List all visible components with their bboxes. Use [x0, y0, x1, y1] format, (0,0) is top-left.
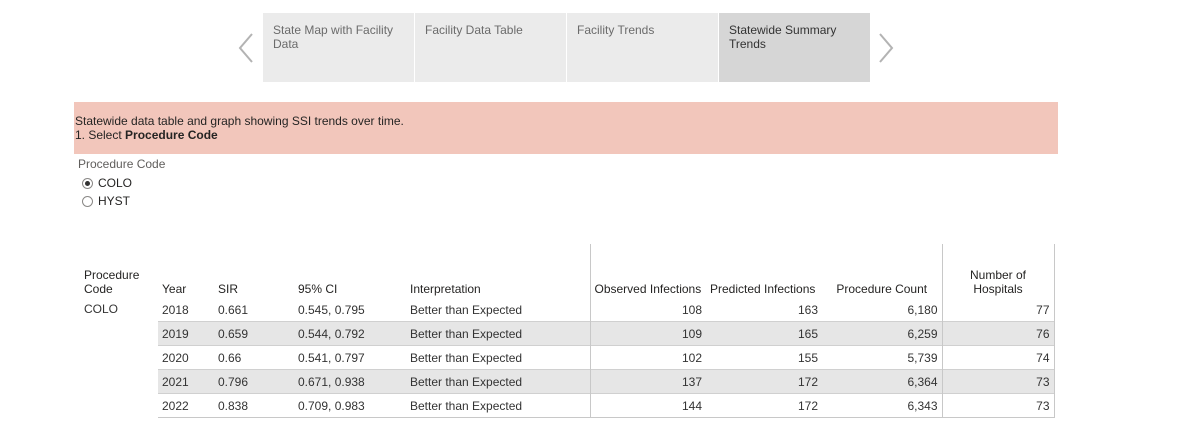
table-row: COLO 2018 0.661 0.545, 0.795 Better than… [78, 298, 1055, 322]
table-row: 2020 0.66 0.541, 0.797 Better than Expec… [78, 345, 1055, 370]
header-number-of-hospitals[interactable]: Number of Hospitals [941, 244, 1055, 298]
cell-predicted-infections: 155 [706, 345, 822, 370]
cell-observed-infections: 102 [590, 345, 706, 370]
cell-number-of-hospitals: 76 [941, 321, 1055, 346]
cell-number-of-hospitals: 74 [941, 345, 1055, 370]
cell-number-of-hospitals: 77 [941, 298, 1055, 322]
cell-number-of-hospitals: 73 [941, 369, 1055, 394]
cell-interpretation: Better than Expected [406, 345, 591, 370]
header-interpretation[interactable]: Interpretation [406, 244, 591, 298]
cell-interpretation: Better than Expected [406, 321, 591, 346]
cell-predicted-infections: 165 [706, 321, 822, 346]
cell-observed-infections: 109 [590, 321, 706, 346]
radio-option-hyst[interactable]: HYST [82, 193, 130, 209]
chevron-right-icon [879, 33, 894, 63]
radio-option-colo[interactable]: COLO [82, 175, 132, 191]
tab-label: Statewide Summary Trends [729, 23, 837, 51]
cell-sir: 0.796 [214, 369, 294, 394]
cell-year: 2021 [158, 369, 214, 394]
header-year[interactable]: Year [162, 282, 187, 296]
tab-facility-data-table[interactable]: Facility Data Table [415, 13, 566, 82]
radio-label: COLO [98, 176, 133, 190]
radio-button[interactable] [82, 195, 93, 207]
previous-page-button[interactable] [234, 30, 258, 66]
banner-instruction: 1. Select Procedure Code [75, 128, 1058, 142]
banner-instruction-prefix: 1. Select [75, 128, 126, 142]
cell-sir: 0.838 [214, 393, 294, 418]
banner-description: Statewide data table and graph showing S… [75, 114, 404, 128]
cell-95-ci: 0.545, 0.795 [298, 302, 365, 317]
tab-statewide-summary-trends[interactable]: Statewide Summary Trends [719, 13, 870, 82]
cell-95-ci: 0.541, 0.797 [294, 345, 406, 370]
cell-interpretation: Better than Expected [406, 298, 591, 322]
tab-label: Facility Data Table [425, 23, 523, 37]
table-header-row: Procedure Code Year SIR 95% CI Interpret… [78, 244, 1055, 298]
cell-95-ci: 0.709, 0.983 [294, 393, 406, 418]
cell-95-ci: 0.671, 0.938 [294, 369, 406, 394]
tab-label: Facility Trends [577, 23, 655, 37]
header-95-ci[interactable]: 95% CI [298, 282, 338, 296]
radio-label: HYST [98, 194, 131, 208]
cell-procedure-count: 6,259 [822, 321, 942, 346]
cell-observed-infections: 137 [590, 369, 706, 394]
cell-95-ci: 0.544, 0.792 [294, 321, 406, 346]
chevron-left-icon [238, 33, 253, 63]
cell-predicted-infections: 163 [797, 302, 818, 317]
table-row: 2021 0.796 0.671, 0.938 Better than Expe… [78, 369, 1055, 394]
radio-button[interactable] [82, 177, 93, 189]
cell-sir: 0.659 [214, 321, 294, 346]
cell-procedure-count: 5,739 [822, 345, 942, 370]
instruction-banner: Statewide data table and graph showing S… [74, 102, 1058, 154]
slicer-title: Procedure Code [78, 157, 166, 171]
cell-year: 2020 [158, 345, 214, 370]
group-procedure-code: COLO [84, 302, 119, 316]
cell-procedure-count: 6,364 [822, 369, 942, 394]
cell-observed-infections: 108 [681, 302, 702, 317]
tab-state-map-with-facility-data[interactable]: State Map with Facility Data [263, 13, 414, 82]
cell-year: 2018 [162, 302, 189, 317]
cell-procedure-count: 6,180 [907, 302, 938, 317]
header-procedure-code[interactable]: Procedure Code [84, 268, 140, 296]
cell-predicted-infections: 172 [706, 393, 822, 418]
header-predicted-infections[interactable]: Predicted Infections [710, 282, 816, 296]
table-row: 2019 0.659 0.544, 0.792 Better than Expe… [78, 321, 1055, 346]
tab-label: State Map with Facility Data [273, 23, 394, 51]
cell-predicted-infections: 172 [706, 369, 822, 394]
cell-year: 2022 [158, 393, 214, 418]
next-page-button[interactable] [874, 30, 898, 66]
ssi-summary-table: Procedure Code Year SIR 95% CI Interpret… [78, 244, 1055, 418]
cell-observed-infections: 144 [590, 393, 706, 418]
header-procedure-count[interactable]: Procedure Count [836, 282, 928, 296]
cell-sir: 0.661 [218, 302, 249, 317]
cell-interpretation: Better than Expected [406, 393, 591, 418]
cell-number-of-hospitals: 73 [941, 393, 1055, 418]
tab-facility-trends[interactable]: Facility Trends [567, 13, 718, 82]
header-sir[interactable]: SIR [218, 282, 239, 296]
cell-year: 2019 [158, 321, 214, 346]
banner-instruction-bold: Procedure Code [125, 128, 218, 142]
cell-procedure-count: 6,343 [822, 393, 942, 418]
header-observed-infections[interactable]: Observed Infections [594, 282, 702, 296]
table-row: 2022 0.838 0.709, 0.983 Better than Expe… [78, 393, 1055, 418]
cell-interpretation: Better than Expected [406, 369, 591, 394]
cell-sir: 0.66 [214, 345, 294, 370]
